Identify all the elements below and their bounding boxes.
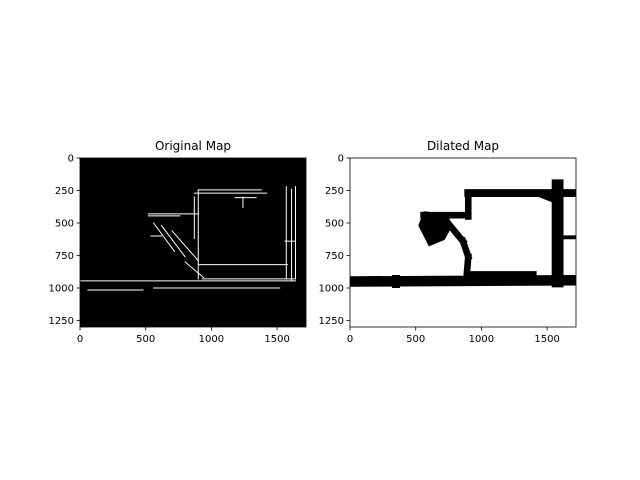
x-tick-label: 1500 [534,334,559,345]
y-tick-label: 500 [325,219,344,230]
y-tick-label: 1000 [319,284,344,295]
map-band-9 [535,190,556,204]
map-edge-15 [152,222,176,253]
panel-original-map: 0 500 1000 1500 0 250 500 750 1000 1250 Original M… [49,139,307,345]
y-tick-label: 750 [55,251,74,262]
map-edge-16 [160,224,186,258]
y-tick-label: 1000 [49,284,74,295]
chart-title: Original Map [155,139,231,153]
y-tick-label: 250 [325,186,344,197]
x-tick-label: 1000 [199,334,224,345]
y-tick-label: 500 [55,219,74,230]
y-tick-label: 1250 [319,316,344,327]
y-tick-label: 0 [68,154,74,165]
map-edge-17 [171,230,199,262]
map-edge-18 [184,261,205,279]
map-features [350,179,576,288]
axes-frame [79,157,307,328]
y-tick-label: 750 [325,251,344,262]
y-tick-label: 0 [338,154,344,165]
x-tick-label: 500 [406,334,425,345]
map-band-0 [350,274,576,287]
y-tick-label: 250 [55,186,74,197]
map-blob-12 [392,275,400,288]
x-tick-label: 0 [77,334,83,345]
map-image-background [80,158,306,327]
x-tick-label: 1000 [469,334,494,345]
chart-title: Dilated Map [427,139,499,153]
map-band-7 [463,253,472,276]
x-tick-label: 1500 [264,334,289,345]
y-tick-label: 1250 [49,316,74,327]
x-tick-label: 500 [136,334,155,345]
axes-frame [349,157,577,328]
x-tick-label: 0 [347,334,353,345]
map-features [80,186,296,291]
panel-dilated-map: 0 500 1000 1500 0 250 500 750 1000 1250 Dilated Ma… [319,139,577,345]
map-blob-11 [418,211,453,247]
